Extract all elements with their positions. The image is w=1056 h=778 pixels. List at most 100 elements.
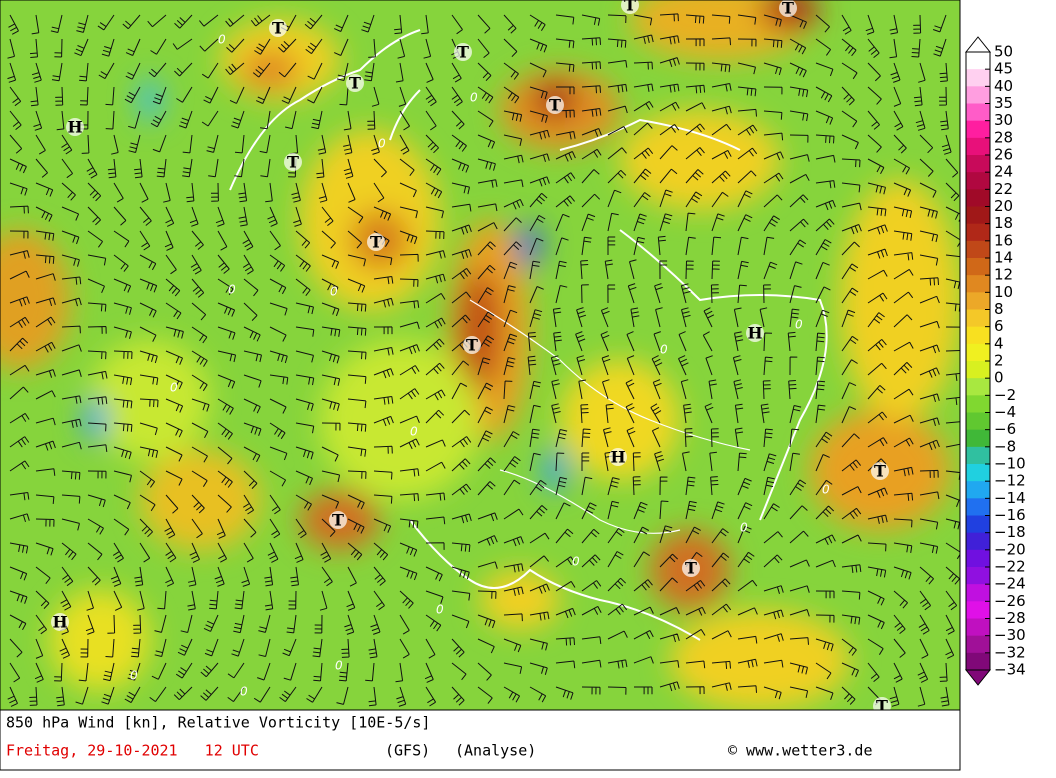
wind-barb xyxy=(789,452,800,472)
wind-barb xyxy=(893,518,913,528)
colorbar-label: −18 xyxy=(994,523,1026,541)
wind-barb xyxy=(841,38,857,57)
wind-barb xyxy=(685,102,706,112)
wind-barb xyxy=(893,362,913,376)
wind-barb xyxy=(889,686,900,707)
wind-barb xyxy=(368,38,376,58)
colorbar-label: 18 xyxy=(994,214,1013,232)
wind-barb xyxy=(243,398,261,414)
wind-barb xyxy=(9,364,30,376)
wind-barb xyxy=(139,446,159,458)
wind-barb xyxy=(867,158,885,175)
wind-barb xyxy=(425,566,443,582)
wind-barb xyxy=(555,429,568,448)
wind-barb xyxy=(373,542,389,561)
wind-barb xyxy=(394,14,403,35)
wind-barb xyxy=(503,38,518,58)
wind-barb xyxy=(789,609,810,617)
wind-barb xyxy=(373,326,393,335)
wind-barb xyxy=(295,326,315,337)
wind-barb xyxy=(789,428,800,448)
wind-barb xyxy=(815,590,835,599)
wind-barb xyxy=(295,446,314,460)
colorbar-swatch xyxy=(966,395,990,413)
wind-barb xyxy=(35,440,56,451)
wind-barb xyxy=(529,380,541,400)
wind-barb xyxy=(451,382,468,400)
vorticity-area xyxy=(140,450,260,550)
wind-barb xyxy=(529,86,548,100)
wind-barb xyxy=(605,403,614,424)
wind-barb xyxy=(841,14,852,35)
wind-barb xyxy=(503,62,519,80)
wind-barb xyxy=(659,633,680,643)
wind-barb xyxy=(630,307,640,328)
wind-barb xyxy=(34,662,44,683)
wind-barb xyxy=(651,355,663,376)
wind-barb xyxy=(111,134,119,155)
wind-barb xyxy=(124,686,141,704)
wind-barb xyxy=(552,307,562,328)
wind-barb xyxy=(9,182,28,196)
wind-barb xyxy=(216,518,226,539)
wind-barb xyxy=(581,193,601,208)
wind-barb xyxy=(893,662,903,683)
wind-barb xyxy=(396,686,407,707)
wind-barb xyxy=(633,168,652,184)
wind-barb xyxy=(139,278,158,293)
wind-barb xyxy=(243,494,255,515)
wind-barb xyxy=(841,110,858,128)
wind-barb xyxy=(191,350,208,367)
wind-barb xyxy=(346,590,356,611)
wind-barb xyxy=(789,637,809,645)
wind-barb xyxy=(425,686,437,707)
wind-barb xyxy=(607,603,628,616)
wind-barb xyxy=(841,263,859,280)
wind-barb xyxy=(789,686,809,698)
wind-barb xyxy=(477,86,494,104)
wind-barb xyxy=(633,61,653,70)
colorbar-swatch xyxy=(966,515,990,534)
wind-barb xyxy=(203,86,219,104)
wind-barb xyxy=(763,356,773,376)
wind-barb xyxy=(945,326,960,328)
wind-barb xyxy=(763,609,784,620)
wind-barb xyxy=(815,286,831,304)
wind-barb xyxy=(182,158,193,178)
wind-barb xyxy=(815,662,832,680)
map-labels: T T T H T T T T T T H H T T T H T 0 0 0 0 0 0 0 0 0 0 0 0 0 0 0 0 xyxy=(51,0,891,710)
wind-barb xyxy=(867,542,887,552)
wind-barb xyxy=(789,62,807,78)
wind-barb xyxy=(451,590,471,601)
wind-barb xyxy=(659,260,668,280)
wind-barb xyxy=(581,605,602,616)
wind-barb xyxy=(711,528,729,544)
wind-barb xyxy=(919,320,940,329)
wind-barb xyxy=(581,502,597,520)
wind-barb xyxy=(165,566,175,587)
wind-barb xyxy=(477,38,490,58)
wind-barb xyxy=(555,151,576,162)
wind-barb xyxy=(737,525,752,544)
wind-barb xyxy=(477,561,498,569)
wind-barb xyxy=(61,542,77,561)
colorbar-swatch xyxy=(966,584,990,602)
wind-barb xyxy=(294,542,304,563)
wind-barb xyxy=(711,630,732,640)
wind-barb xyxy=(918,62,926,83)
wind-barb xyxy=(789,261,803,280)
wind-barb xyxy=(320,542,332,563)
wind-barb xyxy=(789,239,807,256)
colorbar-swatch xyxy=(966,498,990,516)
wind-barb xyxy=(231,110,245,129)
wind-barb xyxy=(659,607,680,616)
wind-barb xyxy=(477,614,496,629)
wind-barb xyxy=(451,614,470,629)
wind-barb xyxy=(208,158,219,178)
wind-barb xyxy=(150,110,167,128)
wind-barb xyxy=(680,283,691,304)
wind-barb xyxy=(763,38,783,48)
wind-barb xyxy=(941,134,952,155)
wind-barb xyxy=(97,14,115,31)
wind-barb xyxy=(919,295,940,304)
